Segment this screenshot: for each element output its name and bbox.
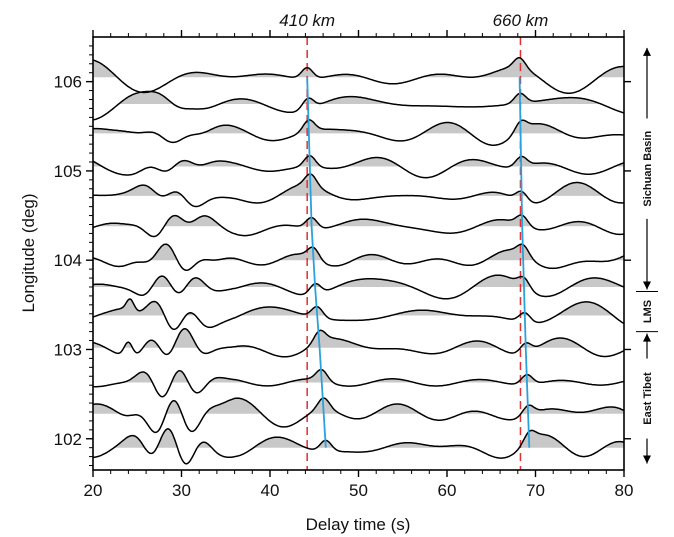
positive-fill-layer bbox=[93, 57, 624, 448]
reference-labels: 410 km 660 km bbox=[279, 11, 548, 30]
trace-line bbox=[93, 119, 624, 146]
trace-fill bbox=[93, 215, 624, 227]
y-tick-label: 103 bbox=[54, 340, 82, 359]
picked-arrival-lines bbox=[306, 77, 531, 448]
trace-fill bbox=[93, 428, 624, 448]
x-tick-label: 70 bbox=[526, 481, 545, 500]
region-arrowhead bbox=[643, 333, 651, 342]
x-axis-label: Delay time (s) bbox=[306, 515, 411, 534]
trace-fill bbox=[93, 369, 624, 383]
region-arrowhead bbox=[643, 281, 651, 290]
trace-line bbox=[93, 298, 624, 331]
y-tick-label: 102 bbox=[54, 430, 82, 449]
region-arrowhead bbox=[643, 47, 651, 56]
region-label: East Tibet bbox=[642, 372, 654, 425]
trace-fill bbox=[93, 174, 624, 196]
trace-lines-layer bbox=[93, 57, 624, 465]
trace-fill bbox=[93, 119, 624, 134]
region-annotations: Sichuan Basin LMS East Tibet bbox=[636, 47, 658, 464]
y-axis-ticks: 102 103 104 105 106 bbox=[54, 45, 631, 467]
region-label: Sichuan Basin bbox=[642, 131, 654, 207]
trace-line bbox=[93, 90, 624, 121]
y-axis-label: Longitude (deg) bbox=[19, 193, 38, 312]
x-tick-label: 50 bbox=[349, 481, 368, 500]
trace-fill bbox=[93, 275, 624, 287]
trace-fill bbox=[93, 57, 624, 78]
trace-line bbox=[93, 243, 624, 271]
x-tick-label: 80 bbox=[615, 481, 634, 500]
trace-line bbox=[93, 214, 624, 238]
x-tick-label: 20 bbox=[84, 481, 103, 500]
trace-fill bbox=[93, 155, 624, 167]
trace-fill bbox=[93, 328, 624, 348]
reference-label: 410 km bbox=[279, 11, 335, 30]
trace-line bbox=[93, 368, 624, 398]
trace-line bbox=[93, 274, 624, 300]
region-arrowhead bbox=[643, 455, 651, 464]
trace-line bbox=[93, 173, 624, 208]
trace-line bbox=[93, 155, 624, 179]
x-tick-label: 60 bbox=[438, 481, 457, 500]
reference-label: 660 km bbox=[493, 11, 549, 30]
trace-fill bbox=[93, 299, 624, 316]
x-tick-label: 40 bbox=[261, 481, 280, 500]
y-tick-label: 104 bbox=[54, 251, 82, 270]
x-axis-ticks: 20 30 40 50 60 70 80 bbox=[84, 30, 634, 500]
trace-line bbox=[93, 428, 624, 465]
x-tick-label: 30 bbox=[172, 481, 191, 500]
trace-line bbox=[93, 57, 624, 95]
picked-arrival-line bbox=[518, 77, 531, 448]
picked-arrival-line bbox=[306, 77, 327, 448]
y-tick-label: 105 bbox=[54, 162, 82, 181]
y-tick-label: 106 bbox=[54, 73, 82, 92]
trace-fill bbox=[93, 244, 624, 261]
trace-line bbox=[93, 397, 624, 434]
region-label: LMS bbox=[642, 300, 654, 323]
trace-line bbox=[93, 328, 624, 358]
